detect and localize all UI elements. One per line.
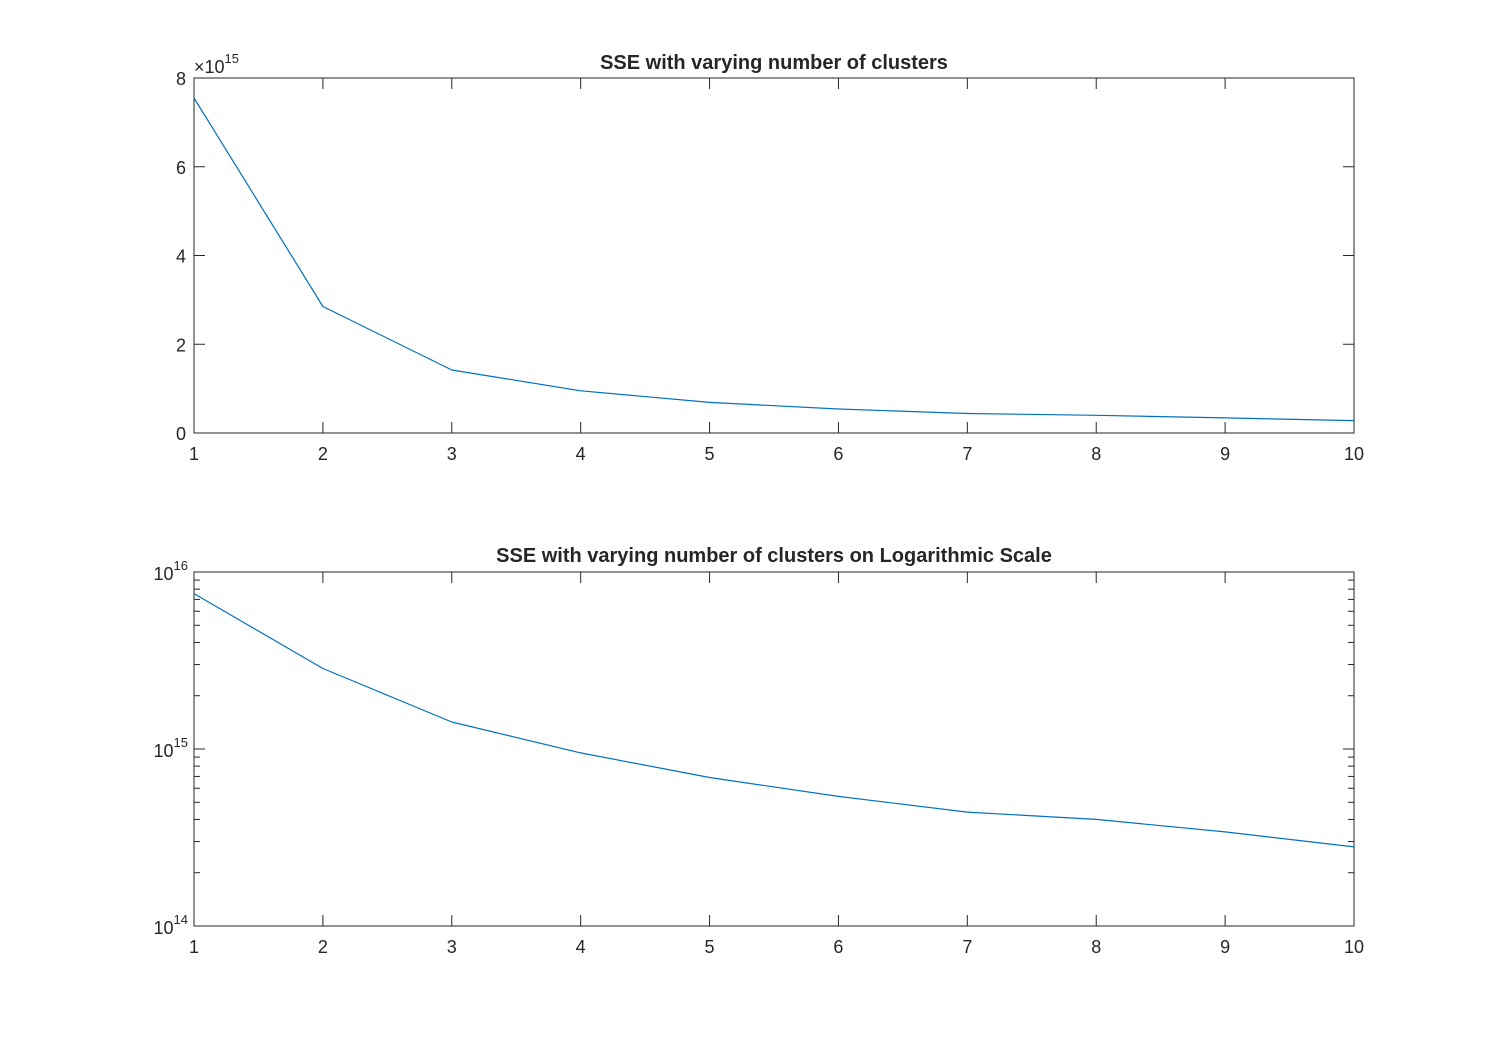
y-tick-label: 2 xyxy=(176,335,186,355)
y-tick-label: 4 xyxy=(176,247,186,267)
y-tick-exponent: 14 xyxy=(174,912,188,927)
y-tick-label: 1016 xyxy=(154,558,189,584)
chart-title-log: SSE with varying number of clusters on L… xyxy=(496,545,1052,567)
y-tick-exponent: 15 xyxy=(174,735,188,750)
x-tick-label: 2 xyxy=(318,444,328,464)
x-tick-label: 8 xyxy=(1091,937,1101,957)
log-subplot: SSE with varying number of clusters on L… xyxy=(154,545,1365,957)
x-tick-label: 4 xyxy=(576,937,586,957)
y-tick-exponent: 16 xyxy=(174,558,188,573)
x-tick-label: 1 xyxy=(189,444,199,464)
x-tick-label: 9 xyxy=(1220,937,1230,957)
y-tick-label: 8 xyxy=(176,69,186,89)
x-tick-label: 2 xyxy=(318,937,328,957)
x-tick-label: 3 xyxy=(447,937,457,957)
chart-title: SSE with varying number of clusters xyxy=(600,52,948,74)
x-tick-label: 6 xyxy=(833,937,843,957)
x-tick-label: 5 xyxy=(705,937,715,957)
linear-subplot: SSE with varying number of clusters 1 2 3 4… xyxy=(176,51,1364,464)
y-tick-label: 0 xyxy=(176,424,186,444)
y-tick-label: 1014 xyxy=(154,912,189,938)
y-tick-label: 6 xyxy=(176,158,186,178)
x-tick-label: 3 xyxy=(447,444,457,464)
x-tick-label: 7 xyxy=(962,444,972,464)
x-tick-label: 5 xyxy=(705,444,715,464)
y-tick-base: 10 xyxy=(154,741,174,761)
x-tick-label: 1 xyxy=(189,937,199,957)
x-tick-label: 10 xyxy=(1344,444,1364,464)
axis-ticks: 1 2 3 4 5 6 7 8 9 10 0 2 4 6 8 xyxy=(176,69,1364,464)
x-tick-label: 6 xyxy=(833,444,843,464)
series-line xyxy=(193,97,1355,422)
x-tick-label: 7 xyxy=(962,937,972,957)
x-tick-label: 8 xyxy=(1091,444,1101,464)
x-tick-label: 9 xyxy=(1220,444,1230,464)
y-tick-label: 1015 xyxy=(154,735,189,761)
data-series-log xyxy=(193,593,1355,848)
y-axis-multiplier: ×1015 xyxy=(194,51,239,77)
x-tick-label: 4 xyxy=(576,444,586,464)
x-tick-label: 10 xyxy=(1344,937,1364,957)
series-line xyxy=(193,593,1355,848)
y-tick-base: 10 xyxy=(154,564,174,584)
data-series xyxy=(193,97,1355,422)
y-tick-base: 10 xyxy=(154,918,174,938)
